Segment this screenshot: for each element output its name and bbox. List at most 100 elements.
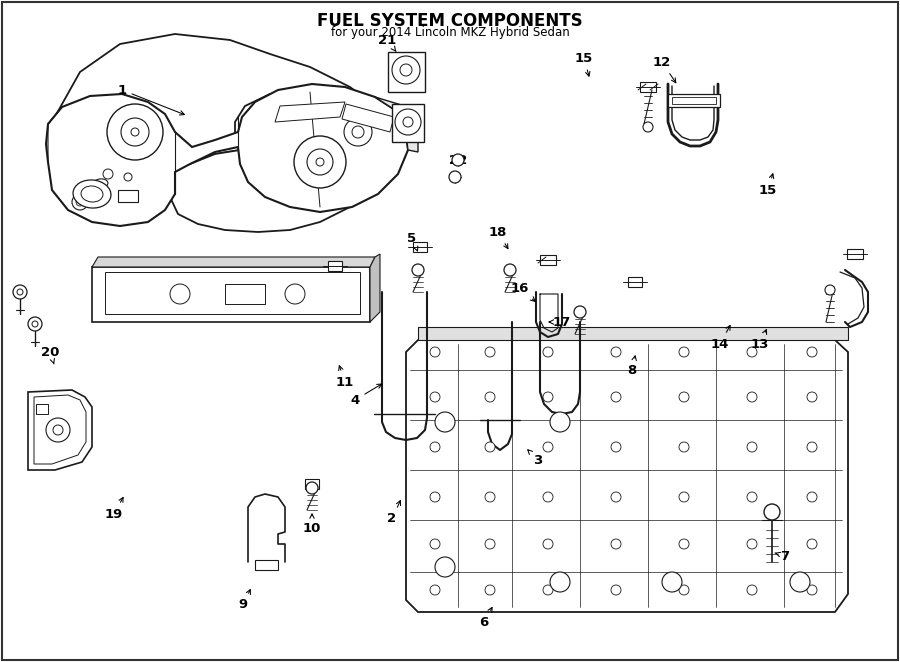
- Circle shape: [807, 347, 817, 357]
- Text: FUEL SYSTEM COMPONENTS: FUEL SYSTEM COMPONENTS: [317, 12, 583, 30]
- Text: 18: 18: [489, 226, 508, 249]
- Circle shape: [807, 442, 817, 452]
- Text: 7: 7: [775, 549, 789, 563]
- Text: 15: 15: [759, 174, 777, 197]
- Polygon shape: [275, 102, 345, 122]
- Text: 11: 11: [336, 365, 354, 389]
- Text: 10: 10: [302, 514, 321, 534]
- Circle shape: [28, 317, 42, 331]
- Text: 6: 6: [480, 608, 492, 628]
- Circle shape: [285, 284, 305, 304]
- Polygon shape: [118, 190, 138, 202]
- Circle shape: [807, 392, 817, 402]
- Circle shape: [679, 492, 689, 502]
- Polygon shape: [370, 254, 380, 322]
- Polygon shape: [105, 272, 360, 314]
- Circle shape: [430, 492, 440, 502]
- Circle shape: [611, 392, 621, 402]
- Circle shape: [72, 194, 88, 210]
- Polygon shape: [92, 257, 375, 267]
- Polygon shape: [170, 90, 405, 232]
- Circle shape: [643, 122, 653, 132]
- Circle shape: [611, 539, 621, 549]
- Circle shape: [485, 492, 495, 502]
- Polygon shape: [48, 122, 170, 222]
- Circle shape: [17, 289, 23, 295]
- Circle shape: [452, 154, 464, 166]
- Polygon shape: [46, 84, 408, 226]
- Text: 13: 13: [751, 330, 770, 350]
- Text: 8: 8: [627, 356, 636, 377]
- Text: 12: 12: [652, 56, 676, 83]
- Circle shape: [550, 412, 570, 432]
- Circle shape: [543, 392, 553, 402]
- Circle shape: [611, 585, 621, 595]
- Text: 4: 4: [350, 384, 382, 406]
- Polygon shape: [342, 104, 394, 132]
- Circle shape: [32, 321, 38, 327]
- Text: for your 2014 Lincoln MKZ Hybrid Sedan: for your 2014 Lincoln MKZ Hybrid Sedan: [330, 26, 570, 39]
- Circle shape: [344, 118, 372, 146]
- Circle shape: [107, 104, 163, 160]
- Circle shape: [543, 539, 553, 549]
- Circle shape: [306, 482, 318, 494]
- Polygon shape: [847, 249, 863, 259]
- Circle shape: [124, 173, 132, 181]
- Polygon shape: [225, 284, 265, 304]
- Circle shape: [807, 539, 817, 549]
- Circle shape: [543, 585, 553, 595]
- Circle shape: [807, 585, 817, 595]
- Polygon shape: [418, 327, 848, 340]
- Polygon shape: [375, 97, 418, 152]
- Circle shape: [485, 392, 495, 402]
- Circle shape: [611, 347, 621, 357]
- Polygon shape: [668, 94, 720, 107]
- Text: 5: 5: [408, 232, 418, 251]
- Circle shape: [543, 492, 553, 502]
- Circle shape: [412, 264, 424, 276]
- Circle shape: [747, 585, 757, 595]
- Circle shape: [679, 392, 689, 402]
- Circle shape: [392, 56, 420, 84]
- Circle shape: [435, 412, 455, 432]
- Circle shape: [485, 539, 495, 549]
- Circle shape: [679, 347, 689, 357]
- Circle shape: [103, 169, 113, 179]
- Polygon shape: [392, 104, 424, 142]
- Circle shape: [747, 442, 757, 452]
- Circle shape: [790, 572, 810, 592]
- Ellipse shape: [81, 186, 103, 202]
- Polygon shape: [672, 97, 716, 104]
- Circle shape: [504, 264, 516, 276]
- Text: 21: 21: [378, 34, 396, 52]
- Circle shape: [543, 347, 553, 357]
- Polygon shape: [36, 404, 48, 414]
- Text: 15: 15: [575, 52, 593, 76]
- Circle shape: [764, 504, 780, 520]
- Circle shape: [485, 585, 495, 595]
- Circle shape: [543, 442, 553, 452]
- Circle shape: [307, 149, 333, 175]
- Polygon shape: [628, 277, 642, 287]
- Polygon shape: [640, 82, 656, 92]
- Circle shape: [550, 572, 570, 592]
- Polygon shape: [92, 267, 370, 322]
- Circle shape: [121, 118, 149, 146]
- Circle shape: [807, 492, 817, 502]
- Circle shape: [294, 136, 346, 188]
- Text: 2: 2: [387, 500, 400, 526]
- Polygon shape: [72, 176, 91, 186]
- Circle shape: [449, 171, 461, 183]
- Circle shape: [316, 158, 324, 166]
- Polygon shape: [413, 242, 427, 252]
- Circle shape: [611, 442, 621, 452]
- Circle shape: [403, 117, 413, 127]
- Ellipse shape: [73, 180, 111, 208]
- Text: 16: 16: [511, 281, 536, 301]
- Polygon shape: [305, 479, 319, 489]
- Polygon shape: [255, 560, 278, 570]
- Circle shape: [611, 492, 621, 502]
- Circle shape: [747, 347, 757, 357]
- Circle shape: [435, 557, 455, 577]
- Text: 1: 1: [117, 83, 184, 115]
